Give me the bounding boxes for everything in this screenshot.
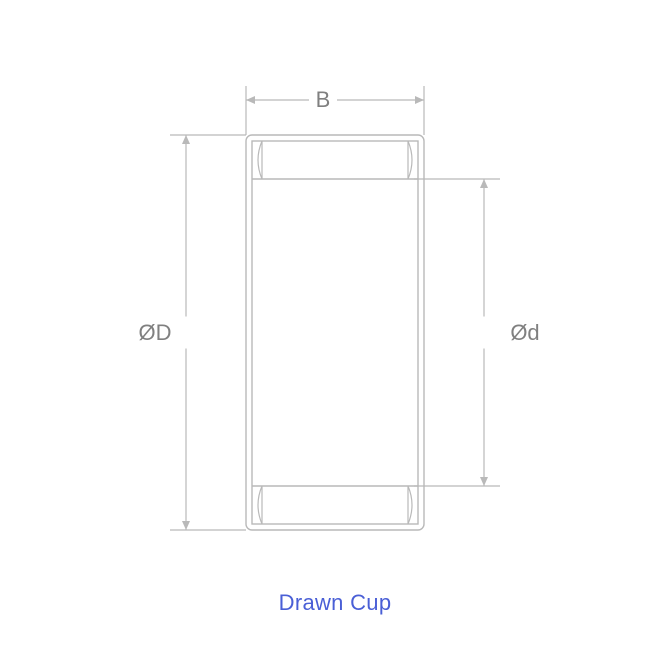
cup-outer [246, 135, 424, 530]
diagram-caption: Drawn Cup [0, 590, 670, 616]
dim-arrow [480, 477, 488, 486]
dim-arrow [182, 521, 190, 530]
dim-b-label: B [316, 87, 331, 112]
dim-arrow [246, 96, 255, 104]
diagram-canvas: B ØD Ød Drawn Cup [0, 0, 670, 670]
dim-D-label: ØD [139, 320, 172, 345]
cup-inner [252, 141, 418, 524]
drawn-cup-diagram: B ØD Ød [0, 0, 670, 670]
dim-d-label: Ød [510, 320, 539, 345]
dim-arrow [182, 135, 190, 144]
dim-arrow [415, 96, 424, 104]
dim-arrow [480, 179, 488, 188]
